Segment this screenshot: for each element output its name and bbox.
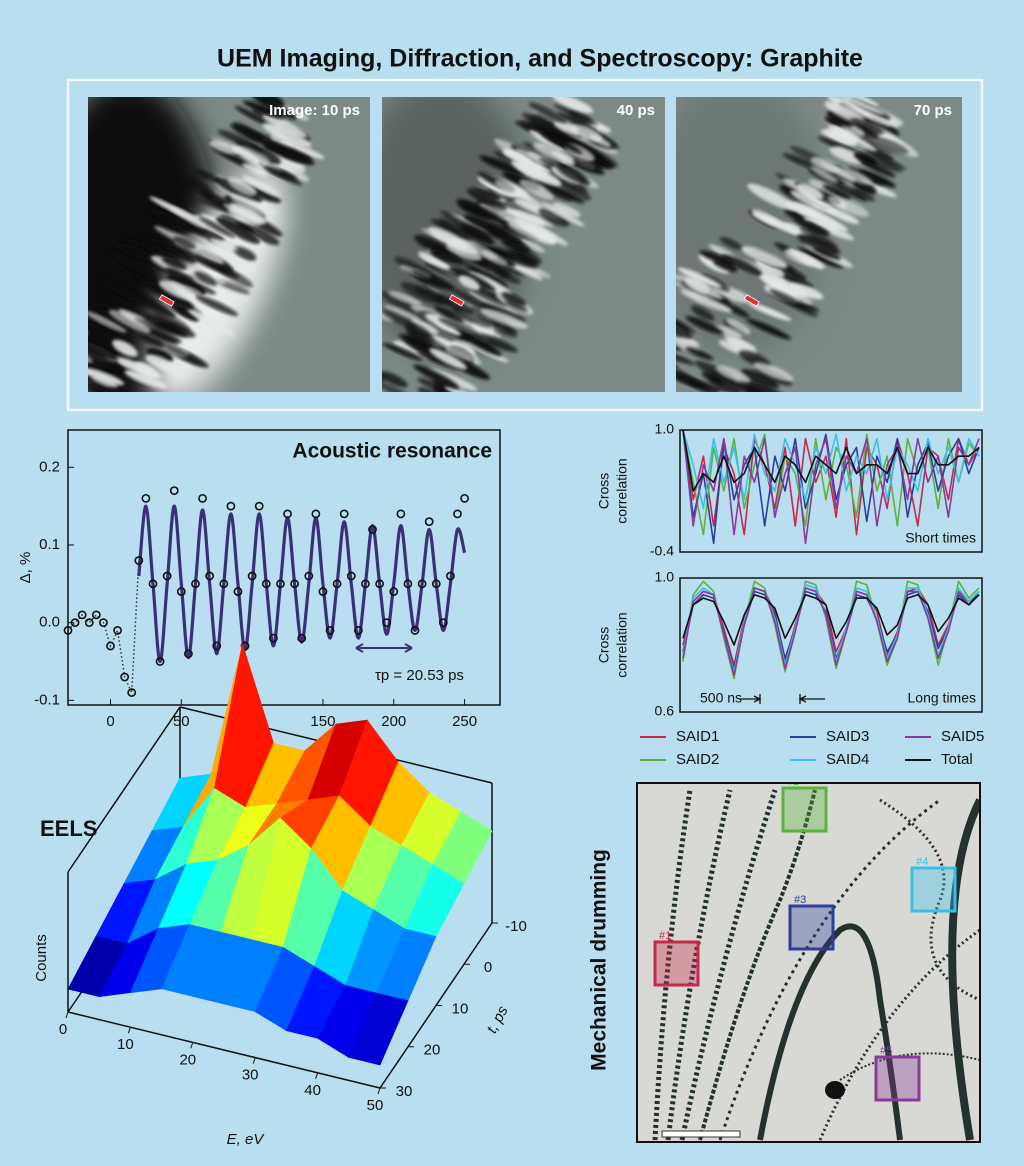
micrographs: Image: 10 ps 40 ps 70 ps xyxy=(25,77,962,440)
y-axis-label: Cross xyxy=(596,627,612,664)
y-tick-label: -0.4 xyxy=(650,543,674,559)
legend-label: SAID5 xyxy=(941,728,984,745)
image-label: 40 ps xyxy=(617,102,655,119)
y-tick-label: 1.0 xyxy=(655,569,675,585)
x-tick-label: 20 xyxy=(179,1051,196,1068)
legend-label: SAID3 xyxy=(826,728,869,745)
x-tick-label: 50 xyxy=(173,713,190,730)
chart-title: Acoustic resonance xyxy=(292,440,492,463)
scale-bar xyxy=(662,1131,740,1137)
y-tick-label: -0.1 xyxy=(34,691,60,708)
legend-label: Total xyxy=(941,751,973,768)
y-axis-label: Cross xyxy=(596,473,612,510)
drumming-title: Mechanical drumming xyxy=(588,849,611,1071)
image-label: 70 ps xyxy=(914,102,952,119)
x-tick-label: 10 xyxy=(117,1036,134,1053)
region xyxy=(876,1057,919,1100)
x-tick-label: 0 xyxy=(59,1021,67,1038)
legend-label: SAID4 xyxy=(826,751,869,768)
region xyxy=(790,906,833,949)
y-tick-label: 1.0 xyxy=(655,421,675,437)
y-tick-label: 10 xyxy=(452,1000,469,1017)
y-tick-label: 20 xyxy=(424,1042,441,1059)
x-tick-label: 30 xyxy=(242,1067,259,1084)
x-tick-label: 50 xyxy=(367,1097,384,1114)
z-axis-label: Counts xyxy=(33,934,50,982)
y-tick-label: 0.1 xyxy=(39,536,60,553)
x-tick-label: 40 xyxy=(304,1082,321,1099)
y-tick-label: -10 xyxy=(505,918,527,935)
region-label: #4 xyxy=(916,856,928,868)
region xyxy=(783,788,826,831)
x-axis-label: E, eV xyxy=(227,1131,266,1148)
chart-note: Long times xyxy=(908,690,976,706)
region-label: #3 xyxy=(794,894,806,906)
x-tick-label: 0 xyxy=(106,713,114,730)
region xyxy=(912,868,955,911)
image-label: Image: 10 ps xyxy=(269,102,360,119)
chart-note: Short times xyxy=(905,530,976,546)
y-tick-label: 0.2 xyxy=(39,458,60,475)
y-axis-label: correlation xyxy=(614,458,630,523)
figure-title: UEM Imaging, Diffraction, and Spectrosco… xyxy=(217,45,863,73)
scale-label: 500 ns xyxy=(700,690,742,706)
y-tick-label: 0.0 xyxy=(39,614,60,631)
region xyxy=(655,942,698,985)
figure: UEM Imaging, Diffraction, and Spectrosco… xyxy=(0,0,1024,1166)
region-label: #5 xyxy=(880,1045,892,1057)
chart-title: EELS xyxy=(40,816,97,841)
particle xyxy=(825,1081,845,1099)
y-tick-label: 30 xyxy=(396,1083,413,1100)
y-tick-label: 0.6 xyxy=(655,703,675,719)
region-label: #1 xyxy=(659,930,671,942)
micrograph xyxy=(338,77,665,435)
legend-label: SAID1 xyxy=(676,728,719,745)
y-axis-label: Δ, % xyxy=(17,552,34,584)
x-tick-label: 250 xyxy=(452,713,477,730)
legend-label: SAID2 xyxy=(676,751,719,768)
y-axis-label: correlation xyxy=(614,612,630,677)
drumming-image: #1#2#3#4#5 xyxy=(637,776,980,1142)
x-tick-label: 200 xyxy=(381,713,406,730)
annotation: τp = 20.53 ps xyxy=(375,667,464,684)
micrograph xyxy=(634,77,962,440)
y-tick-label: 0 xyxy=(484,959,492,976)
